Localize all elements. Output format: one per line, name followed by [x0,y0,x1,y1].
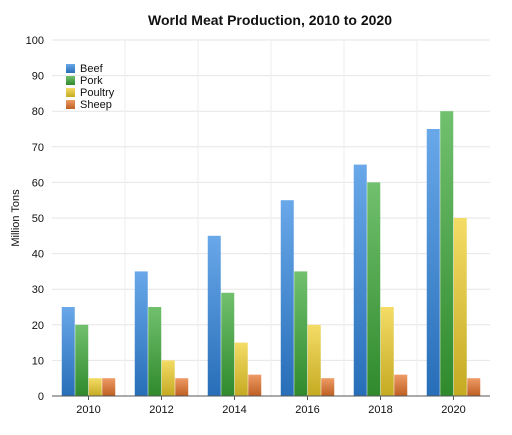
bar-beef-2020 [426,129,440,396]
bar-poultry-2010 [88,378,102,396]
bar-poultry-2016 [307,324,321,396]
y-tick-label: 20 [32,320,44,332]
bar-poultry-2020 [453,218,467,396]
x-tick-label: 2010 [76,404,100,416]
bar-sheep-2014 [248,374,262,396]
y-tick-label: 30 [32,284,44,296]
bar-beef-2016 [280,200,294,396]
bar-pork-2020 [440,111,454,396]
legend-label-beef: Beef [80,63,104,75]
x-tick-label: 2012 [149,404,173,416]
bar-sheep-2016 [321,378,335,396]
y-axis-label: Million Tons [10,189,22,247]
y-tick-label: 50 [32,213,44,225]
bar-pork-2010 [75,324,89,396]
legend-swatch-sheep [66,100,75,109]
bar-pork-2014 [221,292,235,396]
bar-pork-2018 [367,182,381,396]
x-tick-label: 2020 [441,404,465,416]
legend-swatch-pork [66,76,75,85]
legend-label-sheep: Sheep [80,99,112,111]
bar-beef-2018 [353,164,367,396]
bar-sheep-2018 [394,374,408,396]
y-tick-label: 0 [38,391,44,403]
bar-poultry-2012 [161,360,175,396]
y-tick-label: 70 [32,142,44,154]
y-tick-label: 60 [32,177,44,189]
grid-lines [52,39,490,396]
bar-poultry-2014 [234,342,248,396]
bars [61,111,481,396]
y-tick-label: 100 [26,35,44,47]
legend-label-pork: Pork [80,75,103,87]
legend-label-poultry: Poultry [80,87,115,99]
x-tick-label: 2014 [222,404,246,416]
bar-pork-2012 [148,307,162,396]
y-tick-label: 40 [32,249,44,261]
legend-swatch-beef [66,64,75,73]
bar-sheep-2010 [102,378,116,396]
y-tick-label: 80 [32,106,44,118]
y-tick-labels: 0 10 20 30 40 50 60 70 80 90 100 [26,35,44,403]
bar-beef-2010 [61,307,75,396]
bar-sheep-2020 [467,378,481,396]
x-tick-label: 2016 [295,404,319,416]
bar-beef-2014 [207,235,221,396]
x-tick-label: 2018 [368,404,392,416]
legend-swatch-poultry [66,88,75,97]
bar-poultry-2018 [380,307,394,396]
bar-beef-2012 [134,271,148,396]
chart-title: World Meat Production, 2010 to 2020 [148,12,392,28]
bar-pork-2016 [294,271,308,396]
bar-sheep-2012 [175,378,189,396]
y-tick-label: 10 [32,355,44,367]
x-tick-labels: 2010 2012 2014 2016 2018 2020 [76,396,466,416]
y-tick-label: 90 [32,71,44,83]
